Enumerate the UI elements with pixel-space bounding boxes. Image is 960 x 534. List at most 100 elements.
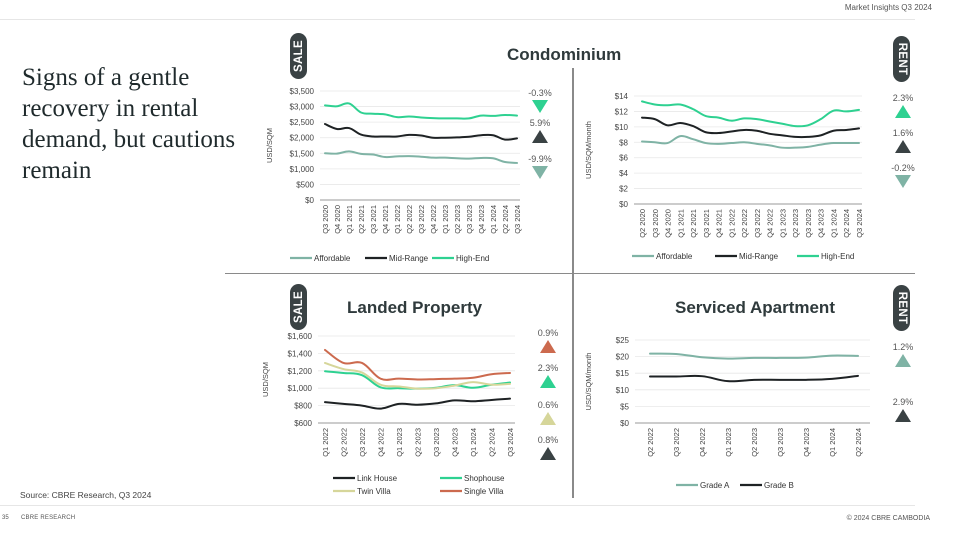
x-tick-label: Q3 2024 bbox=[855, 209, 864, 238]
change-label: 0.8% bbox=[538, 435, 559, 445]
change-label: -9.9% bbox=[528, 154, 552, 164]
arrow-up-icon bbox=[540, 447, 556, 460]
y-tick-label: $2 bbox=[619, 185, 628, 194]
legend-label: Shophouse bbox=[464, 474, 505, 483]
x-tick-label: Q1 2024 bbox=[489, 205, 498, 234]
y-tick-label: $6 bbox=[619, 154, 628, 163]
legend-label: Twin Villa bbox=[357, 487, 391, 496]
x-tick-label: Q4 2023 bbox=[817, 209, 826, 238]
x-tick-label: Q1 2022 bbox=[727, 209, 736, 238]
arrow-up-icon bbox=[540, 340, 556, 353]
y-axis-label: USD/SQM bbox=[265, 128, 274, 163]
y-tick-label: $2,500 bbox=[290, 118, 315, 127]
x-tick-label: Q1 2023 bbox=[395, 428, 404, 457]
legend-label: Affordable bbox=[656, 252, 693, 261]
quadrant-divider-horizontal bbox=[225, 273, 915, 274]
x-tick-label: Q4 2022 bbox=[429, 205, 438, 234]
series-line-affordable bbox=[641, 134, 860, 149]
x-tick-label: Q2 2022 bbox=[340, 428, 349, 457]
copyright: © 2024 CBRE CAMBODIA bbox=[846, 515, 930, 522]
x-tick-label: Q1 2023 bbox=[441, 205, 450, 234]
arrow-up-icon bbox=[895, 105, 911, 118]
x-tick-label: Q3 2024 bbox=[513, 205, 522, 234]
x-tick-label: Q3 2023 bbox=[804, 209, 813, 238]
series-line-mid-range bbox=[641, 116, 860, 139]
y-tick-label: $15 bbox=[616, 369, 630, 378]
chart-condo-rent: $0 $2 $4 $6 $8 $10 $12 $14 USD/SQM/month Q2 2020 Q… bbox=[584, 92, 915, 261]
section-title-condominium: Condominium bbox=[507, 45, 622, 64]
legend-label: Single Villa bbox=[464, 487, 504, 496]
x-tick-label: Q2 2023 bbox=[453, 205, 462, 234]
x-tick-label: Q2 2022 bbox=[405, 205, 414, 234]
chart-condo-sale: $0 $500 $1,000 $1,500 $2,000 $2,500 $3,000 $3,5… bbox=[265, 87, 552, 263]
x-tick-label: Q3 2022 bbox=[358, 428, 367, 457]
x-tick-label: Q3 2023 bbox=[465, 205, 474, 234]
legend-label: Mid-Range bbox=[739, 252, 779, 261]
change-label: 2.3% bbox=[538, 363, 559, 373]
y-axis-label: USD/SQM/month bbox=[584, 121, 593, 179]
y-tick-label: $1,000 bbox=[290, 165, 315, 174]
x-tick-label: Q3 2021 bbox=[702, 209, 711, 238]
y-tick-label: $0 bbox=[619, 200, 628, 209]
y-tick-label: $800 bbox=[294, 402, 312, 411]
legend-label: Grade A bbox=[700, 481, 730, 490]
legend-label: High-End bbox=[821, 252, 854, 261]
x-tick-label: Q3 2020 bbox=[321, 205, 330, 234]
page-number: 35 bbox=[2, 515, 9, 521]
x-tick-label: Q4 2023 bbox=[802, 428, 811, 457]
series-line-mid-range bbox=[324, 123, 518, 141]
y-tick-label: $25 bbox=[616, 336, 630, 345]
x-tick-label: Q2 2024 bbox=[501, 205, 510, 234]
y-tick-label: $1,500 bbox=[290, 149, 315, 158]
x-tick-label: Q3 2022 bbox=[417, 205, 426, 234]
y-tick-label: $1,400 bbox=[288, 349, 313, 358]
x-tick-label: Q2 2024 bbox=[854, 428, 863, 457]
x-tick-label: Q1 2024 bbox=[469, 428, 478, 457]
x-tick-label: Q2 2023 bbox=[750, 428, 759, 457]
y-tick-label: $10 bbox=[616, 386, 630, 395]
x-tick-label: Q2 2022 bbox=[646, 428, 655, 457]
x-tick-label: Q4 2022 bbox=[698, 428, 707, 457]
x-tick-label: Q1 2022 bbox=[321, 428, 330, 457]
quadrant-divider-vertical bbox=[572, 68, 574, 498]
change-label: 2.3% bbox=[893, 93, 914, 103]
page-headline: Signs of a gentle recovery in rental dem… bbox=[22, 64, 236, 184]
series-line-grade-a bbox=[649, 352, 859, 360]
x-tick-label: Q4 2023 bbox=[477, 205, 486, 234]
section-title-serviced-apartment: Serviced Apartment bbox=[675, 298, 835, 317]
y-tick-label: $5 bbox=[620, 402, 629, 411]
legend-label: High-End bbox=[456, 254, 489, 263]
y-tick-label: $1,200 bbox=[288, 367, 313, 376]
y-tick-label: $600 bbox=[294, 419, 312, 428]
arrow-up-icon bbox=[895, 140, 911, 153]
x-tick-label: Q2 2023 bbox=[414, 428, 423, 457]
x-tick-label: Q4 2021 bbox=[715, 209, 724, 238]
x-tick-label: Q2 2021 bbox=[357, 205, 366, 234]
y-tick-label: $0 bbox=[305, 196, 314, 205]
arrow-up-icon bbox=[540, 375, 556, 388]
chart-serviced-rent: $0 $5 $10 $15 $20 $25 USD/SQM/month Q2 2022 Q3 2… bbox=[584, 336, 913, 490]
arrow-down-icon bbox=[532, 100, 548, 113]
x-tick-label: Q1 2023 bbox=[724, 428, 733, 457]
section-title-landed-property: Landed Property bbox=[347, 298, 483, 317]
x-tick-label: Q1 2021 bbox=[676, 209, 685, 238]
x-tick-label: Q4 2023 bbox=[451, 428, 460, 457]
x-tick-label: Q4 2022 bbox=[377, 428, 386, 457]
series-line-high-end bbox=[641, 100, 860, 128]
sale-badge-condominium: SALE bbox=[290, 33, 307, 79]
arrow-up-icon bbox=[540, 412, 556, 425]
x-tick-label: Q1 2021 bbox=[345, 205, 354, 234]
x-tick-label: Q1 2024 bbox=[829, 209, 838, 238]
x-tick-label: Q3 2022 bbox=[672, 428, 681, 457]
change-label: 0.9% bbox=[538, 328, 559, 338]
x-tick-label: Q3 2021 bbox=[369, 205, 378, 234]
x-tick-label: Q2 2023 bbox=[791, 209, 800, 238]
y-tick-label: $20 bbox=[616, 353, 630, 362]
x-tick-label: Q2 2024 bbox=[842, 209, 851, 238]
y-tick-label: $1,000 bbox=[288, 384, 313, 393]
y-tick-label: $8 bbox=[619, 138, 628, 147]
x-tick-label: Q1 2022 bbox=[393, 205, 402, 234]
x-tick-label: Q2 2024 bbox=[488, 428, 497, 457]
x-tick-label: Q3 2023 bbox=[432, 428, 441, 457]
